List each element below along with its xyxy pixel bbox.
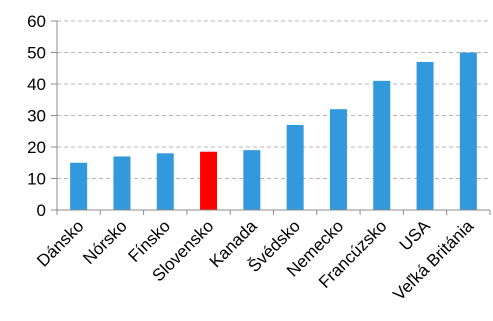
bar	[243, 150, 261, 210]
bar	[373, 80, 391, 210]
x-tick-label: Veľká Británia	[389, 216, 477, 304]
bar	[70, 162, 88, 210]
bar	[416, 61, 434, 211]
x-tick-label: Dánsko	[33, 216, 87, 270]
bar	[286, 124, 304, 210]
y-tick-label: 40	[27, 75, 46, 94]
y-tick-label: 50	[27, 44, 46, 63]
bar	[329, 109, 347, 210]
bars	[70, 52, 477, 211]
x-tick-label: Nórsko	[79, 216, 131, 268]
bar	[113, 156, 131, 210]
axes	[51, 20, 491, 215]
y-tick-labels: 0 10 20 30 40 50 60	[27, 12, 46, 220]
bar-highlighted	[200, 151, 218, 210]
x-tick-label: USA	[396, 216, 435, 255]
y-tick-label: 0	[37, 201, 46, 220]
x-tick-labels: DánskoNórskoFínskoSlovenskoKanadaŠvédsko…	[33, 216, 477, 304]
bar	[459, 52, 477, 210]
y-tick-label: 30	[27, 107, 46, 126]
y-tick-label: 20	[27, 138, 46, 157]
bar	[156, 153, 174, 210]
y-tick-label: 60	[27, 12, 46, 31]
y-tick-label: 10	[27, 170, 46, 189]
